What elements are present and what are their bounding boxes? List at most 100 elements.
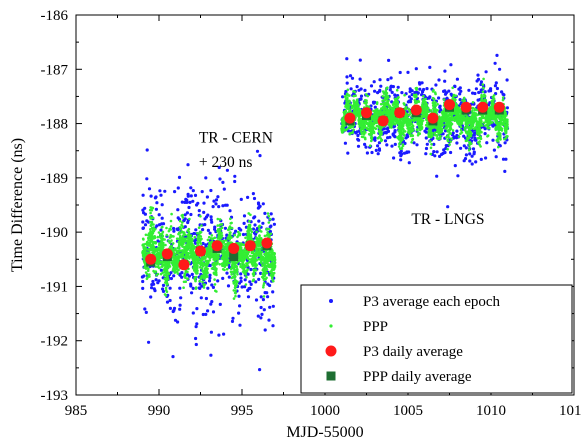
p3-epoch-point xyxy=(356,137,360,141)
p3-epoch-point xyxy=(202,201,206,205)
ppp-point xyxy=(166,276,169,280)
p3-epoch-point xyxy=(345,75,349,79)
p3-epoch-point xyxy=(476,73,480,77)
p3-epoch-point xyxy=(254,298,259,302)
ppp-point xyxy=(237,232,241,236)
ppp-point xyxy=(163,274,166,277)
ppp-point xyxy=(149,211,152,215)
p3-epoch-point xyxy=(467,88,471,92)
ppp-point xyxy=(144,242,147,246)
ppp-point xyxy=(247,231,250,234)
ppp-point xyxy=(395,88,399,92)
p3-epoch-point xyxy=(424,136,428,140)
p3-epoch-point xyxy=(393,142,397,146)
ppp-point xyxy=(473,107,477,111)
p3-epoch-point xyxy=(390,144,394,148)
p3-epoch-point xyxy=(210,300,214,304)
p3-epoch-point xyxy=(370,150,374,155)
ppp-point xyxy=(200,267,204,270)
ppp-point xyxy=(182,234,185,237)
ppp-point xyxy=(482,121,486,124)
p3-epoch-point xyxy=(211,285,215,289)
p3-epoch-point xyxy=(157,223,162,227)
ppp-point xyxy=(141,237,145,241)
p3-epoch-point xyxy=(373,89,377,93)
ppp-point xyxy=(262,258,265,261)
ppp-point xyxy=(379,139,383,143)
p3-epoch-point xyxy=(399,149,403,153)
p3-epoch-point xyxy=(253,223,257,227)
ppp-point xyxy=(152,269,155,273)
p3-epoch-point xyxy=(194,325,198,329)
p3-epoch-point xyxy=(233,174,237,178)
ppp-point xyxy=(262,284,265,287)
p3-epoch-point xyxy=(163,189,167,193)
ppp-point xyxy=(170,245,173,248)
ppp-point xyxy=(232,297,236,300)
p3-epoch-point xyxy=(225,233,229,237)
p3-epoch-point xyxy=(449,150,453,155)
p3-epoch-point xyxy=(189,212,193,217)
ppp-point xyxy=(186,229,190,232)
ppp-point xyxy=(501,98,505,102)
ppp-point xyxy=(463,128,467,132)
p3-epoch-point xyxy=(140,275,144,279)
ppp-point xyxy=(255,237,258,241)
p3-epoch-point xyxy=(455,133,459,138)
p3-epoch-point xyxy=(268,305,272,309)
ppp-point xyxy=(230,276,234,280)
p3-epoch-point xyxy=(412,141,416,145)
ppp-point xyxy=(396,118,399,121)
p3-epoch-point xyxy=(246,288,250,292)
p3-epoch-point xyxy=(183,200,187,204)
p3-epoch-point xyxy=(447,89,451,93)
ppp-point xyxy=(168,241,172,244)
p3-epoch-point xyxy=(141,193,145,197)
p3-epoch-point xyxy=(263,291,267,295)
p3-epoch-point xyxy=(369,84,374,88)
ppp-point xyxy=(225,239,228,242)
p3-epoch-point xyxy=(363,142,367,146)
ppp-point xyxy=(348,132,352,135)
ppp-point xyxy=(198,279,201,283)
ppp-point xyxy=(144,233,148,237)
p3-epoch-point xyxy=(251,227,256,231)
p3-epoch-point xyxy=(171,355,175,359)
p3-epoch-point xyxy=(464,153,468,157)
p3-epoch-point xyxy=(221,276,225,280)
ppp-point xyxy=(198,231,202,235)
p3-epoch-point xyxy=(455,77,459,81)
p3-epoch-point xyxy=(491,124,495,128)
p3-epoch-point xyxy=(192,231,196,236)
ppp-point xyxy=(262,282,266,285)
ppp-point xyxy=(149,240,152,244)
p3-epoch-point xyxy=(398,70,402,75)
ppp-point xyxy=(396,120,399,123)
p3-epoch-point xyxy=(267,318,271,322)
ppp-point xyxy=(150,236,154,239)
p3-epoch-point xyxy=(161,287,165,291)
ppp-point xyxy=(235,265,239,269)
ppp-point xyxy=(209,251,213,254)
p3-epoch-point xyxy=(216,195,220,199)
ppp-point xyxy=(260,230,263,233)
ppp-point xyxy=(170,239,173,242)
p3-epoch-point xyxy=(272,222,276,226)
ppp-point xyxy=(215,290,218,293)
ppp-point xyxy=(393,119,397,122)
p3-epoch-point xyxy=(373,136,377,140)
p3-epoch-point xyxy=(485,141,489,145)
ppp-point xyxy=(151,227,155,230)
ppp-point xyxy=(220,240,224,243)
ppp-point xyxy=(262,286,265,289)
ppp-point xyxy=(181,225,184,228)
p3-epoch-point xyxy=(356,133,360,138)
ppp-point xyxy=(444,126,448,129)
ppp-point xyxy=(149,206,152,209)
ppp-point xyxy=(478,132,481,136)
p3-epoch-point xyxy=(354,131,358,135)
ppp-point xyxy=(166,267,169,270)
ppp-point xyxy=(422,94,425,98)
p3-epoch-point xyxy=(393,129,397,133)
ppp-point xyxy=(225,261,229,264)
